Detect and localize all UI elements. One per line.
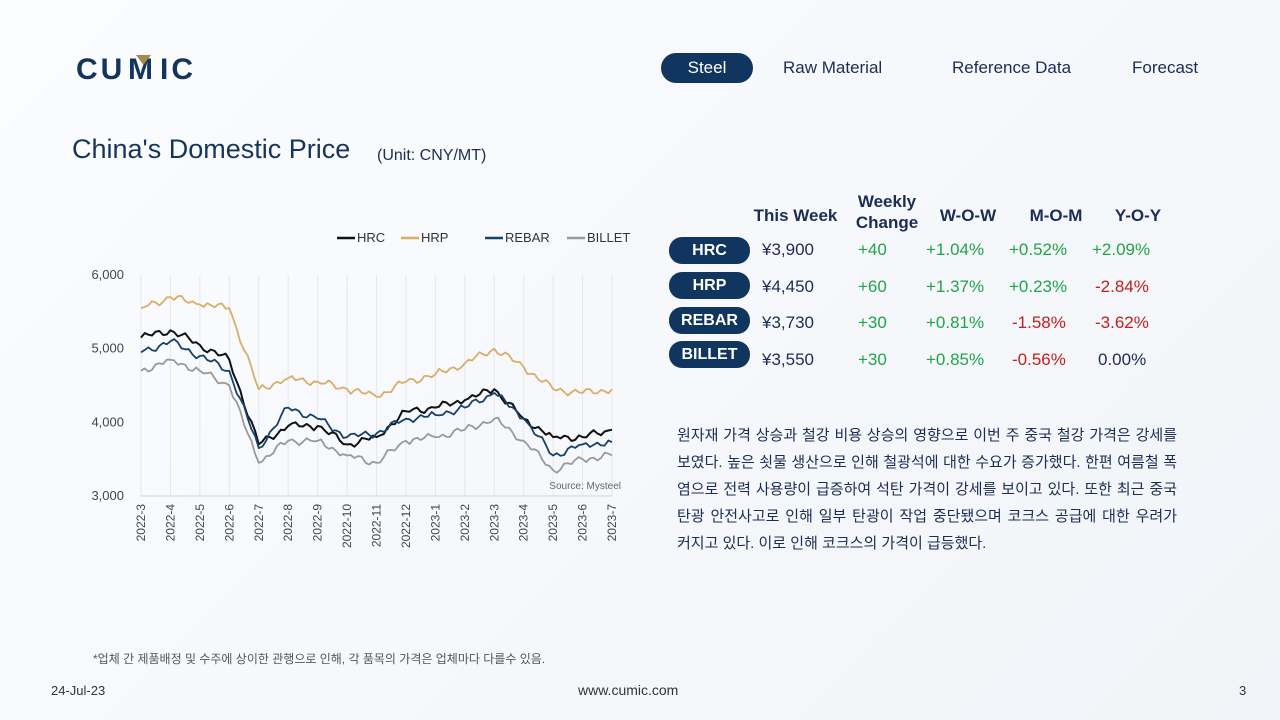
- series-line-hrp: [140, 295, 613, 399]
- cumic-logo: CU M IC: [76, 53, 196, 84]
- wow-hrc: +1.04%: [926, 240, 985, 259]
- x-tick-label: 2023-1: [428, 504, 442, 542]
- x-tick-label: 2023-5: [546, 504, 560, 542]
- market-commentary: 원자재 가격 상승과 철강 비용 상승의 영향으로 이번 주 중국 철강 가격은…: [677, 427, 1177, 552]
- y-tick-label: 6,000: [91, 267, 124, 282]
- page-title: China's Domestic Price: [72, 134, 351, 164]
- change-hrc: +40: [858, 240, 887, 259]
- legend-label: BILLET: [587, 230, 630, 245]
- header-this-week: This Week: [753, 206, 838, 225]
- row-label-billet: BILLET: [669, 341, 750, 368]
- price-hrp: ¥4,450: [762, 277, 814, 296]
- mom-hrp: +0.23%: [1009, 277, 1068, 296]
- series-line-billet: [140, 358, 613, 474]
- header-wow: W-O-W: [939, 206, 997, 225]
- nav-tab-reference-data[interactable]: Reference Data: [952, 58, 1072, 77]
- unit-label: (Unit: CNY/MT): [377, 147, 487, 164]
- svg-text:IC: IC: [160, 53, 196, 84]
- wow-rebar: +0.81%: [926, 313, 985, 332]
- price-rebar: ¥3,730: [762, 313, 814, 332]
- row-label-hrp: HRP: [669, 272, 750, 299]
- change-billet: +30: [858, 350, 887, 369]
- price-billet: ¥3,550: [762, 350, 814, 369]
- yoy-rebar: -3.62%: [1095, 313, 1149, 332]
- x-tick-label: 2022-4: [163, 504, 177, 542]
- legend-label: REBAR: [505, 230, 550, 245]
- legend-label: HRP: [421, 230, 448, 245]
- mom-hrc: +0.52%: [1009, 240, 1068, 259]
- x-tick-label: 2022-11: [370, 504, 384, 547]
- chart-legend: HRC HRP REBAR BILLET: [337, 230, 630, 245]
- chart-y-axis: 3,000 4,000 5,000 6,000: [91, 267, 124, 503]
- yoy-hrc: +2.09%: [1092, 240, 1151, 259]
- svg-text:CU: CU: [76, 53, 125, 84]
- yoy-hrp: -2.84%: [1095, 277, 1149, 296]
- wow-billet: +0.85%: [926, 350, 985, 369]
- x-tick-label: 2022-10: [340, 504, 354, 548]
- x-tick-label: 2023-7: [605, 504, 619, 542]
- y-tick-label: 3,000: [91, 488, 124, 503]
- x-tick-label: 2023-4: [517, 504, 531, 542]
- x-tick-label: 2023-6: [576, 504, 590, 542]
- top-nav: Steel Raw Material Reference Data Foreca…: [661, 53, 1221, 83]
- chart-x-axis: 2022-3 2022-4 2022-5 2022-6 2022-7 2022-8 2022…: [134, 495, 619, 548]
- change-hrp: +60: [858, 277, 887, 296]
- chart-grid: [140, 275, 613, 496]
- yoy-billet: 0.00%: [1098, 350, 1147, 369]
- series-line-rebar: [140, 338, 613, 457]
- x-tick-label: 2023-2: [458, 504, 472, 542]
- report-date: 24-Jul-23: [51, 683, 106, 698]
- change-rebar: +30: [858, 313, 887, 332]
- page-number: 3: [1239, 683, 1247, 698]
- x-tick-label: 2023-3: [487, 504, 501, 542]
- price-hrc: ¥3,900: [762, 240, 814, 259]
- chart-series-lines: [140, 295, 613, 474]
- mom-billet: -0.56%: [1012, 350, 1066, 369]
- nav-tab-forecast[interactable]: Forecast: [1132, 58, 1199, 77]
- x-tick-label: 2022-12: [399, 504, 413, 548]
- price-footnote: *업체 간 제품배정 및 수주에 상이한 관행으로 인해, 각 품목의 가격은 …: [93, 652, 546, 666]
- x-tick-label: 2022-7: [252, 504, 266, 542]
- series-line-hrc: [140, 329, 613, 448]
- legend-label: HRC: [357, 230, 385, 245]
- row-label-hrc: HRC: [669, 237, 750, 264]
- y-tick-label: 5,000: [91, 341, 124, 356]
- x-tick-label: 2022-9: [311, 504, 325, 542]
- x-tick-label: 2022-6: [222, 504, 236, 542]
- x-tick-label: 2022-3: [134, 504, 148, 542]
- mom-rebar: -1.58%: [1012, 313, 1066, 332]
- header-mom: M-O-M: [1029, 206, 1083, 225]
- chart-source-label: Source: Mysteel: [549, 481, 621, 492]
- wow-hrp: +1.37%: [926, 277, 985, 296]
- row-label-rebar: REBAR: [669, 307, 750, 334]
- x-tick-label: 2022-5: [193, 504, 207, 542]
- nav-tab-steel[interactable]: Steel: [661, 53, 753, 83]
- x-tick-label: 2022-8: [281, 504, 295, 542]
- header-yoy: Y-O-Y: [1114, 206, 1162, 225]
- header-weekly-change: Weekly Change: [855, 192, 919, 232]
- y-tick-label: 4,000: [91, 414, 124, 429]
- website-link[interactable]: www.cumic.com: [578, 682, 679, 698]
- nav-tab-raw-material[interactable]: Raw Material: [783, 58, 883, 77]
